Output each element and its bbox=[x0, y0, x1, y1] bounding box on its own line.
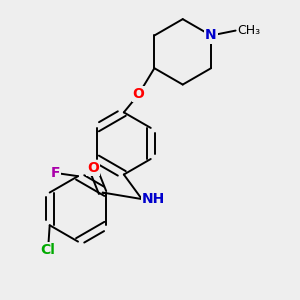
Text: O: O bbox=[133, 87, 145, 101]
Text: N: N bbox=[205, 28, 217, 43]
Text: F: F bbox=[50, 166, 60, 180]
Text: Cl: Cl bbox=[40, 243, 56, 257]
Text: CH₃: CH₃ bbox=[237, 24, 260, 37]
Text: NH: NH bbox=[142, 192, 165, 206]
Text: O: O bbox=[87, 161, 99, 175]
